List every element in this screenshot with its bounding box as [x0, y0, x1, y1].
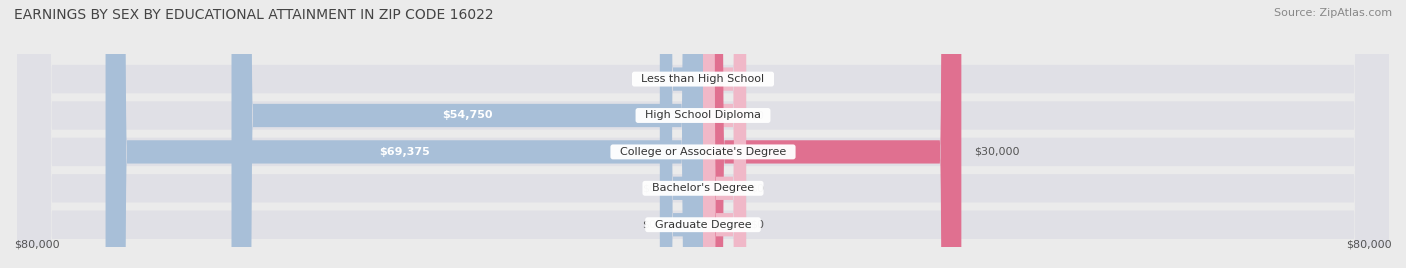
FancyBboxPatch shape [659, 0, 703, 268]
Text: $0: $0 [751, 110, 765, 121]
Text: $0: $0 [751, 74, 765, 84]
FancyBboxPatch shape [232, 0, 703, 268]
FancyBboxPatch shape [17, 0, 1389, 268]
FancyBboxPatch shape [703, 0, 747, 268]
FancyBboxPatch shape [17, 0, 1389, 268]
Text: $80,000: $80,000 [14, 240, 59, 250]
FancyBboxPatch shape [17, 0, 1389, 268]
Text: College or Associate's Degree: College or Associate's Degree [613, 147, 793, 157]
Text: High School Diploma: High School Diploma [638, 110, 768, 121]
Text: $69,375: $69,375 [378, 147, 430, 157]
Text: $0: $0 [641, 74, 655, 84]
Text: $0: $0 [751, 220, 765, 230]
FancyBboxPatch shape [17, 0, 1389, 268]
FancyBboxPatch shape [703, 0, 747, 268]
FancyBboxPatch shape [703, 0, 747, 268]
Text: $0: $0 [641, 183, 655, 193]
Text: Graduate Degree: Graduate Degree [648, 220, 758, 230]
Text: $54,750: $54,750 [441, 110, 492, 121]
FancyBboxPatch shape [105, 0, 703, 268]
Text: $80,000: $80,000 [1347, 240, 1392, 250]
FancyBboxPatch shape [17, 0, 1389, 268]
Text: Less than High School: Less than High School [634, 74, 772, 84]
FancyBboxPatch shape [703, 0, 962, 268]
FancyBboxPatch shape [659, 0, 703, 268]
FancyBboxPatch shape [659, 0, 703, 268]
Text: EARNINGS BY SEX BY EDUCATIONAL ATTAINMENT IN ZIP CODE 16022: EARNINGS BY SEX BY EDUCATIONAL ATTAINMEN… [14, 8, 494, 22]
FancyBboxPatch shape [703, 0, 747, 268]
Text: $30,000: $30,000 [974, 147, 1019, 157]
Text: Source: ZipAtlas.com: Source: ZipAtlas.com [1274, 8, 1392, 18]
Text: Bachelor's Degree: Bachelor's Degree [645, 183, 761, 193]
Text: $0: $0 [751, 183, 765, 193]
Text: $0: $0 [641, 220, 655, 230]
